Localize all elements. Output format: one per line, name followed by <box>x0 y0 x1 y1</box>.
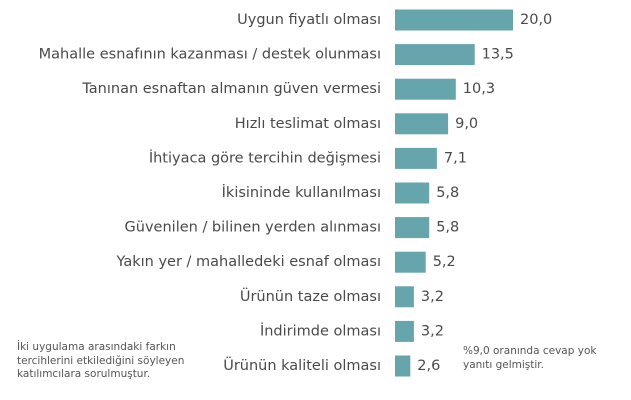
bar <box>395 147 437 169</box>
value-label: 9,0 <box>455 116 478 132</box>
category-label: Yakın yer / mahalledeki esnaf olması <box>115 254 381 270</box>
category-label: İndirimde olması <box>260 321 381 339</box>
value-label: 3,2 <box>421 289 444 305</box>
bar <box>395 217 430 239</box>
value-label: 7,1 <box>444 150 467 166</box>
bar <box>395 251 426 273</box>
value-label: 10,3 <box>463 81 495 97</box>
bar <box>395 182 430 204</box>
value-label: 2,6 <box>417 358 440 374</box>
value-label: 5,8 <box>436 220 459 236</box>
value-label: 5,2 <box>433 254 456 270</box>
bar <box>395 355 411 377</box>
no-answer-note: %9,0 oranında cevap yok yanıtı gelmiştir… <box>463 345 597 371</box>
category-label: Ürünün taze olması <box>240 287 381 305</box>
bar <box>395 44 475 66</box>
category-label: Ürünün kaliteli olması <box>223 356 381 374</box>
survey-note: İki uygulama arasındaki farkın tercihler… <box>17 341 185 380</box>
value-label: 13,5 <box>482 47 514 63</box>
bar <box>395 78 456 100</box>
value-label: 5,8 <box>436 185 459 201</box>
bar <box>395 286 414 308</box>
bar <box>395 113 449 135</box>
category-label: Güvenilen / bilinen yerden alınması <box>125 220 381 236</box>
bar <box>395 320 414 342</box>
value-label: 3,2 <box>421 323 444 339</box>
category-label: İkisininde kullanılması <box>222 183 381 201</box>
category-label: İhtiyaca göre tercihin değişmesi <box>149 148 381 166</box>
category-label: Uygun fiyatlı olması <box>237 12 381 28</box>
category-label: Tanınan esnaftan almanın güven vermesi <box>81 81 381 97</box>
value-label: 20,0 <box>520 12 552 28</box>
category-label: Hızlı teslimat olması <box>235 116 381 132</box>
bar <box>395 9 513 31</box>
category-label: Mahalle esnafının kazanması / destek olu… <box>39 47 381 63</box>
